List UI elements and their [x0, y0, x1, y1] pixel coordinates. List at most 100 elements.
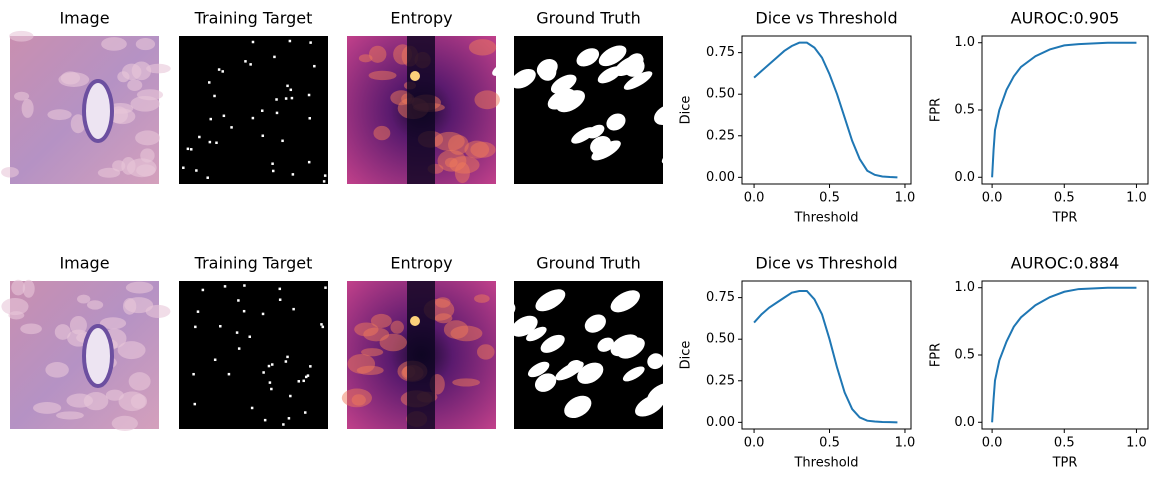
y-tick-label: 0.0: [954, 415, 975, 430]
blob: [526, 326, 547, 342]
panel-title: Training Target: [194, 9, 313, 28]
vessel: [82, 324, 114, 388]
dot: [222, 114, 226, 118]
cell: [146, 63, 171, 74]
dot: [268, 381, 272, 384]
y-tick-label: 0.00: [706, 170, 735, 185]
dot: [196, 310, 200, 313]
dot: [261, 312, 265, 316]
dot: [281, 139, 284, 143]
panel-title: Image: [59, 254, 109, 273]
blob: [370, 313, 392, 328]
cell: [135, 38, 156, 51]
blob: [564, 395, 592, 419]
dot: [271, 169, 275, 173]
cell: [117, 341, 146, 360]
dot: [195, 169, 198, 172]
cell: [101, 37, 127, 51]
y-axis-label: FPR: [929, 343, 944, 367]
band: [407, 36, 435, 184]
cell: [20, 323, 42, 335]
blob: [647, 382, 677, 407]
blob: [622, 366, 645, 382]
dot: [297, 380, 301, 383]
dot: [278, 287, 282, 291]
dot: [242, 309, 246, 313]
dot: [270, 387, 273, 391]
cell: [124, 297, 154, 314]
cell: [1, 167, 19, 178]
x-tick-label: 0.5: [819, 436, 840, 451]
cell: [21, 98, 34, 118]
dot: [263, 418, 267, 422]
dot: [309, 365, 312, 368]
dot: [287, 417, 291, 420]
dot: [275, 111, 279, 115]
dot: [251, 40, 255, 44]
dot: [289, 88, 293, 92]
dot: [227, 372, 231, 376]
image-area: [179, 281, 328, 429]
y-tick-label: 0.25: [706, 373, 735, 388]
panel-title: AUROC:0.884: [1011, 254, 1120, 273]
dot: [306, 374, 310, 377]
dot: [237, 299, 240, 302]
line: [753, 41, 898, 179]
dot: [262, 371, 265, 374]
line: [991, 286, 1137, 423]
blob: [468, 39, 497, 56]
x-tick-label: 1.0: [1126, 436, 1147, 451]
dot: [192, 372, 195, 376]
blob: [341, 388, 373, 408]
y-axis-label: Dice: [679, 96, 694, 125]
y-tick-label: 0.75: [706, 45, 735, 60]
dot: [251, 116, 255, 120]
dot: [230, 126, 233, 129]
cell: [70, 114, 86, 134]
blob: [654, 104, 679, 125]
dot: [206, 176, 209, 179]
blob: [571, 127, 596, 144]
blob: [464, 140, 490, 159]
blob: [566, 359, 583, 374]
blob: [540, 334, 565, 353]
dot: [217, 68, 221, 71]
x-tick-label: 0.0: [982, 436, 1003, 451]
y-tick-label: 1.0: [954, 35, 975, 50]
image-area: [179, 36, 328, 184]
y-axis-label: FPR: [929, 98, 944, 122]
blob: [435, 297, 451, 308]
blob: [577, 362, 604, 384]
blob: [537, 61, 557, 81]
blob: [437, 149, 467, 172]
panel-title: Image: [59, 9, 109, 28]
x-tick-label: 0.0: [982, 191, 1003, 206]
axes-frame: [741, 280, 912, 430]
x-tick-label: 0.5: [819, 191, 840, 206]
dot: [286, 84, 289, 88]
dot: [289, 394, 292, 398]
dot: [250, 406, 254, 410]
dot: [237, 347, 241, 350]
cell: [125, 281, 154, 294]
y-axis-label: Dice: [679, 341, 694, 370]
panel-title: Ground Truth: [536, 9, 641, 28]
blob: [610, 290, 640, 313]
dot: [275, 98, 278, 101]
cell: [60, 71, 81, 85]
dot: [284, 360, 288, 363]
dot: [270, 363, 274, 366]
blob: [511, 315, 538, 337]
blob: [373, 125, 391, 141]
y-tick-label: 0.00: [706, 415, 735, 430]
blob: [647, 353, 664, 370]
axes-frame: [741, 35, 912, 185]
dot: [284, 97, 288, 100]
dot: [248, 335, 252, 338]
dot: [323, 174, 327, 177]
cell: [55, 411, 84, 420]
axes-frame: [981, 35, 1149, 185]
blob: [556, 90, 585, 113]
dot: [273, 55, 276, 59]
y-tick-label: 0.75: [706, 290, 735, 305]
